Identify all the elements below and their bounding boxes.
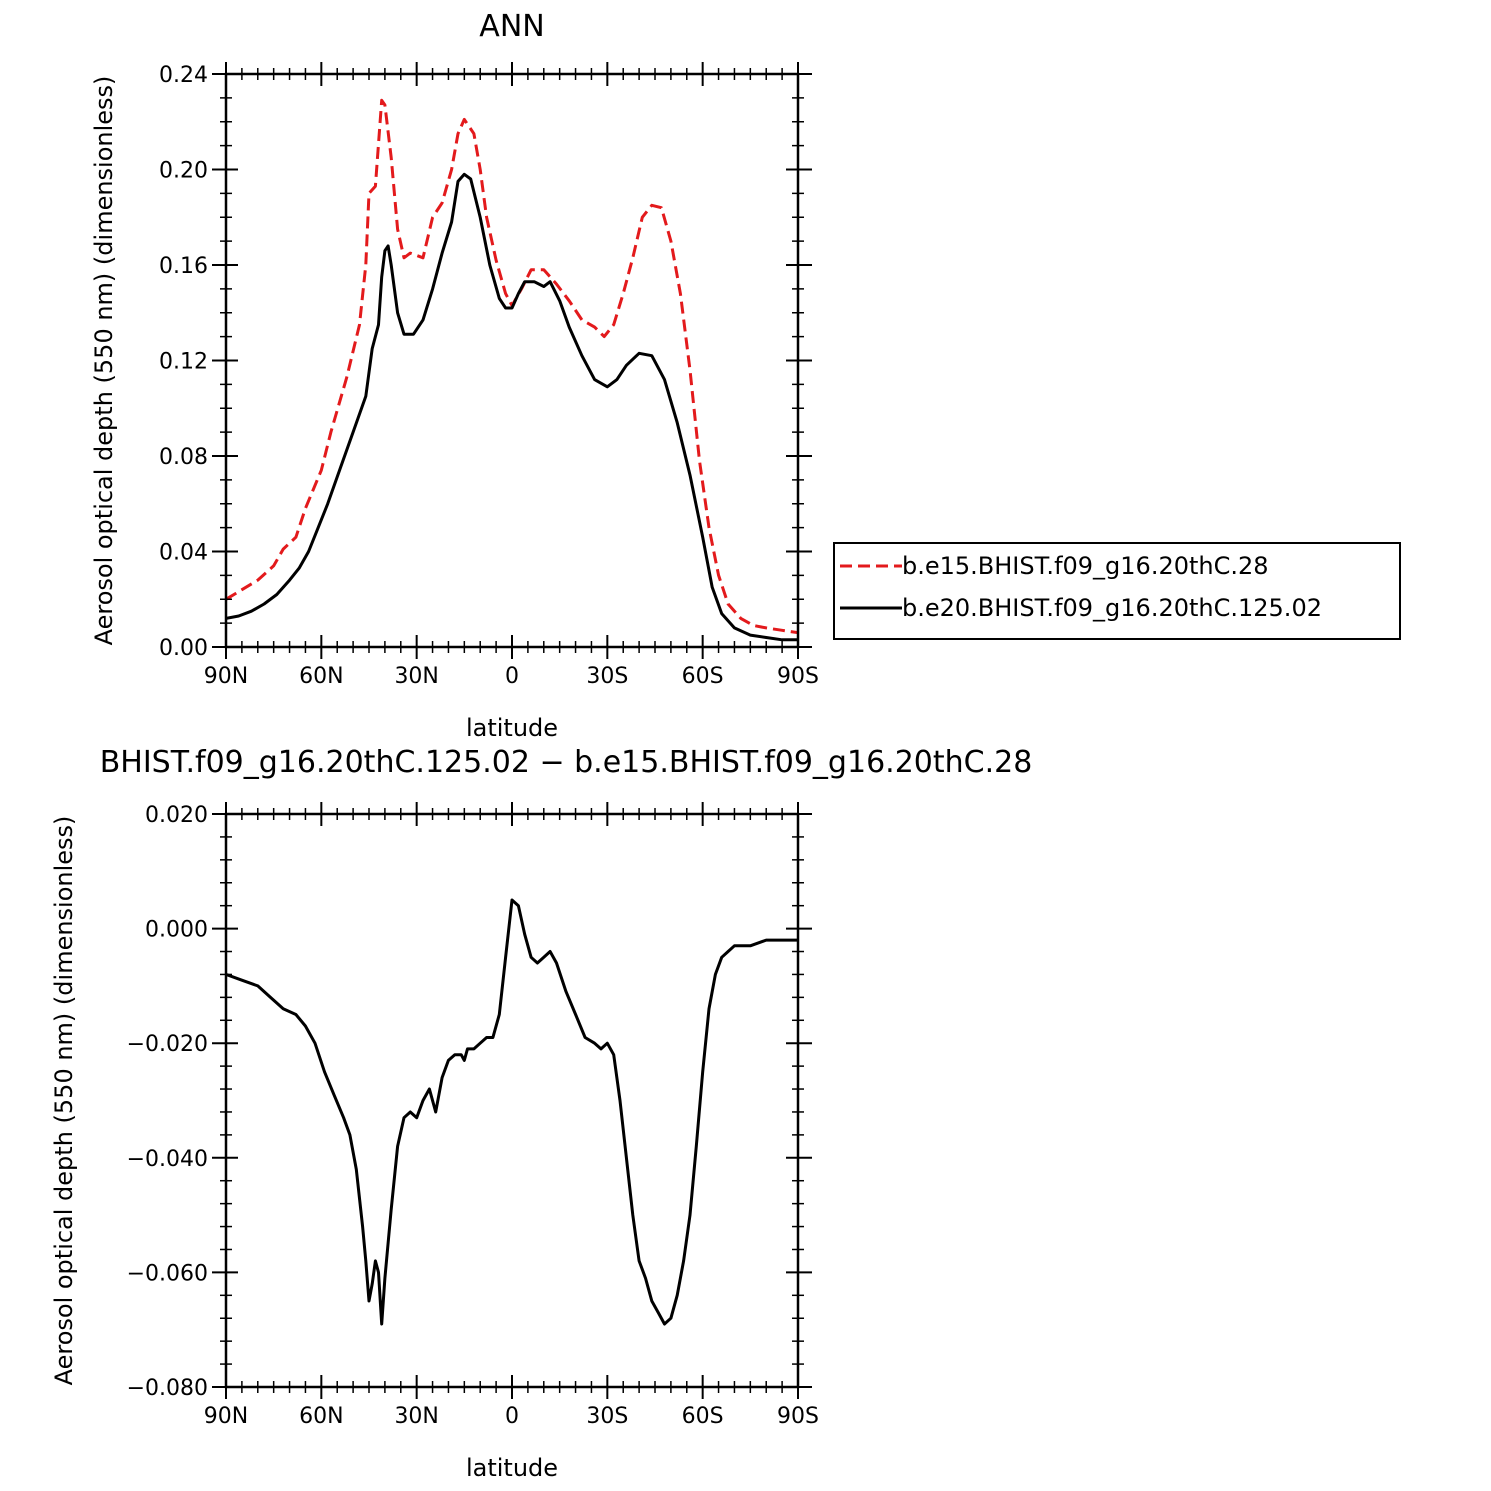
legend: b.e15.BHIST.f09_g16.20thC.28 b.e20.BHIST.… [833,542,1401,640]
legend-label-1: b.e20.BHIST.f09_g16.20thC.125.02 [902,594,1322,622]
series-line-0 [226,898,798,1326]
y-tick-label: −0.040 [127,1147,208,1172]
series-line-1 [226,172,798,642]
x-tick-label: 60S [682,1404,724,1429]
x-tick-label: 90N [204,664,248,689]
x-axis-label: latitude [466,1454,558,1482]
x-tick-label: 30S [586,664,628,689]
x-tick-label: 30N [394,664,438,689]
x-tick-label: 60S [682,664,724,689]
legend-label-0: b.e15.BHIST.f09_g16.20thC.28 [902,552,1269,580]
y-tick-label: 0.000 [145,918,208,943]
x-tick-label: 90S [777,664,819,689]
y-tick-label: −0.080 [127,1376,208,1401]
x-tick-label: 0 [505,664,519,689]
y-tick-label: −0.060 [127,1261,208,1286]
x-tick-label: 90N [204,1404,248,1429]
y-axis-label: Aerosol optical depth (550 nm) (dimensio… [90,76,118,646]
x-tick-label: 60N [299,1404,343,1429]
legend-box [833,542,1401,640]
series-line-0 [226,98,798,635]
plot-area [226,98,798,642]
x-tick-label: 0 [505,1404,519,1429]
x-tick-label: 30S [586,1404,628,1429]
x-tick-label: 90S [777,1404,819,1429]
y-tick-label: −0.020 [127,1032,208,1057]
y-axis-label: Aerosol optical depth (550 nm) (dimensio… [50,816,78,1386]
top-panel: ANN 90N 60N 30N 0 30S 60S 90S 0.00 0.04 0.08 0.12 0.… [90,9,1401,742]
y-tick-label: 0.08 [159,445,208,470]
x-tick-label: 60N [299,664,343,689]
x-tick-label: 30N [394,1404,438,1429]
chart-title: BHIST.f09_g16.20thC.125.02 − b.e15.BHIST… [100,745,1033,780]
y-tick-label: 0.12 [159,350,208,375]
plot-area [226,898,798,1326]
chart-title: ANN [479,9,544,44]
y-tick-label: 0.16 [159,254,208,279]
y-tick-label: 0.00 [159,636,208,661]
x-axis-label: latitude [466,714,558,742]
plot-frame [224,72,800,649]
y-tick-label: 0.20 [159,159,208,184]
bottom-panel: BHIST.f09_g16.20thC.125.02 − b.e15.BHIST… [50,745,1032,1482]
y-tick-label: 0.04 [159,541,208,566]
y-tick-label: 0.020 [145,803,208,828]
y-tick-label: 0.24 [159,63,208,88]
